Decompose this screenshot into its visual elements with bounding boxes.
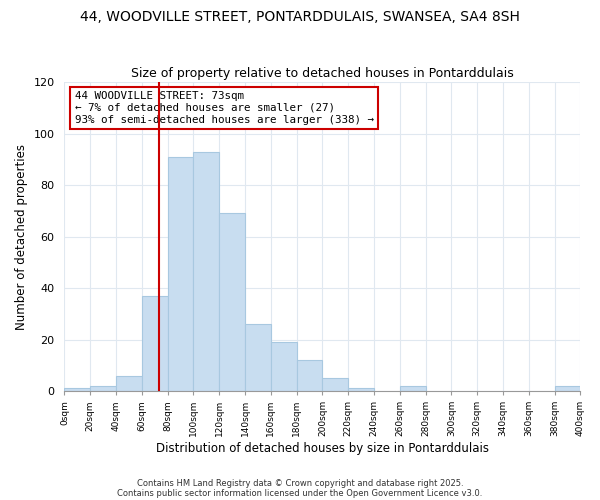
Bar	[219, 214, 245, 391]
Text: 44, WOODVILLE STREET, PONTARDDULAIS, SWANSEA, SA4 8SH: 44, WOODVILLE STREET, PONTARDDULAIS, SWA…	[80, 10, 520, 24]
Bar	[400, 386, 425, 391]
Text: Contains public sector information licensed under the Open Government Licence v3: Contains public sector information licen…	[118, 488, 482, 498]
Text: 44 WOODVILLE STREET: 73sqm
← 7% of detached houses are smaller (27)
93% of semi-: 44 WOODVILLE STREET: 73sqm ← 7% of detac…	[75, 92, 374, 124]
X-axis label: Distribution of detached houses by size in Pontarddulais: Distribution of detached houses by size …	[156, 442, 489, 455]
Bar	[167, 156, 193, 391]
Bar	[554, 386, 580, 391]
Bar	[271, 342, 296, 391]
Bar	[64, 388, 90, 391]
Bar	[348, 388, 374, 391]
Bar	[193, 152, 219, 391]
Bar	[322, 378, 348, 391]
Bar	[142, 296, 167, 391]
Text: Contains HM Land Registry data © Crown copyright and database right 2025.: Contains HM Land Registry data © Crown c…	[137, 478, 463, 488]
Bar	[116, 376, 142, 391]
Title: Size of property relative to detached houses in Pontarddulais: Size of property relative to detached ho…	[131, 66, 514, 80]
Bar	[296, 360, 322, 391]
Y-axis label: Number of detached properties: Number of detached properties	[15, 144, 28, 330]
Bar	[245, 324, 271, 391]
Bar	[90, 386, 116, 391]
